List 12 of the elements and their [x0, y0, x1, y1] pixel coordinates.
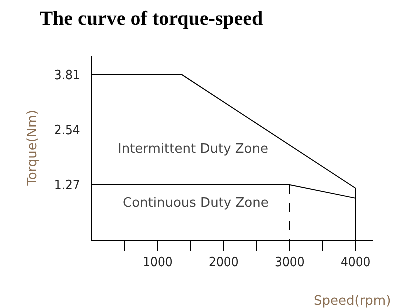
x-tick-label: 3000: [275, 256, 305, 271]
chart-title: The curve of torque-speed: [40, 8, 264, 30]
y-axis-title: Torque(Nm): [25, 110, 40, 187]
y-tick-label: 2.54: [54, 124, 80, 139]
x-axis-title: Speed(rpm): [314, 294, 392, 308]
x-tick-label: 4000: [340, 256, 371, 271]
y-tick-label: 3.81: [54, 68, 80, 84]
annotation: Continuous Duty Zone: [123, 196, 269, 211]
x-tick-label: 1000: [143, 256, 173, 271]
y-tick-label: 1.27: [54, 178, 80, 194]
x-tick-label: 2000: [209, 256, 239, 271]
annotation: Intermittent Duty Zone: [118, 142, 268, 157]
